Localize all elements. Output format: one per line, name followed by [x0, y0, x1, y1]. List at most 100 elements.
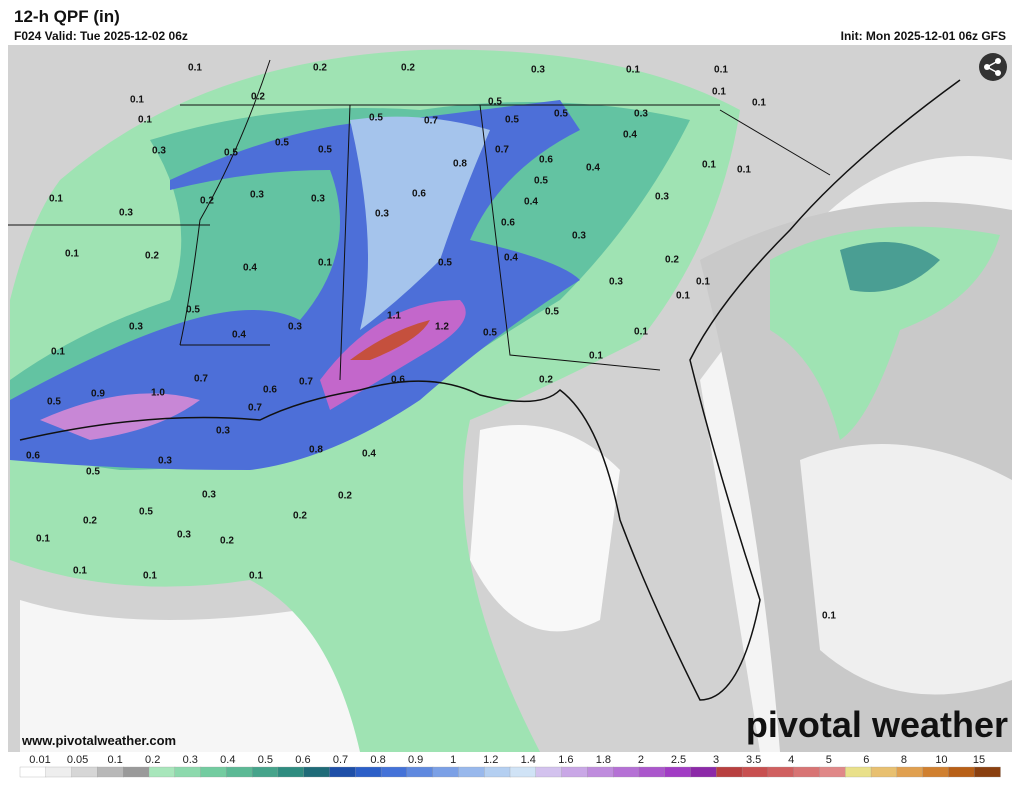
valid-time: F024 Valid: Tue 2025-12-02 06z	[14, 29, 188, 43]
colorbar-cell	[458, 766, 485, 778]
map-label: 0.1	[143, 571, 157, 582]
map-label: 0.1	[737, 165, 751, 176]
colorbar-cell	[587, 766, 614, 778]
colorbar-cell	[741, 766, 769, 778]
colorbar-label: 10	[935, 754, 947, 766]
map-label: 0.2	[539, 375, 553, 386]
map-label: 0.8	[309, 445, 323, 456]
colorbar-cell	[200, 766, 227, 778]
map-label: 0.6	[501, 218, 515, 229]
map-label: 1.0	[151, 388, 165, 399]
colorbar-label: 6	[863, 754, 869, 766]
map-label: 0.1	[49, 194, 63, 205]
colorbar-cell	[613, 766, 640, 778]
map-label: 0.1	[702, 160, 716, 171]
map-label: 0.7	[194, 374, 208, 385]
map-label: 0.1	[676, 291, 690, 302]
map-label: 0.1	[318, 258, 332, 269]
map-label: 0.3	[531, 65, 545, 76]
map-label: 0.1	[249, 571, 263, 582]
map-label: 0.2	[313, 63, 327, 74]
map-label: 0.3	[572, 231, 586, 242]
map-label: 0.7	[248, 403, 262, 414]
map-label: 0.7	[424, 116, 438, 127]
map-label: 0.2	[200, 196, 214, 207]
map-label: 0.2	[220, 536, 234, 547]
share-button[interactable]	[979, 53, 1007, 81]
map-label: 0.3	[177, 530, 191, 541]
colorbar-cell	[870, 766, 898, 778]
colorbar-cell	[71, 766, 99, 778]
colorbar-label: 0.2	[145, 754, 160, 766]
map-label: 0.5	[86, 467, 100, 478]
map-label: 0.2	[401, 63, 415, 74]
map-label: 0.1	[188, 63, 202, 74]
map-label: 0.4	[232, 330, 246, 341]
map-label: 0.5	[318, 145, 332, 156]
map-label: 0.4	[623, 130, 637, 141]
map-label: 0.5	[186, 305, 200, 316]
colorbar-cell	[561, 766, 589, 778]
logo: pivotal weather	[746, 704, 1008, 745]
map-label: 0.6	[391, 375, 405, 386]
map-label: 0.9	[91, 389, 105, 400]
map-label: 0.1	[65, 249, 79, 260]
map-label: 0.1	[138, 115, 152, 126]
map-label: 0.6	[412, 189, 426, 200]
colorbar-cell	[716, 766, 743, 778]
map-label: 0.7	[495, 145, 509, 156]
map-label: 0.5	[275, 138, 289, 149]
colorbar-cell	[948, 766, 975, 778]
colorbar-cell	[226, 766, 253, 778]
colorbar-label: 0.7	[333, 754, 348, 766]
map-label: 0.5	[488, 97, 502, 108]
colorbar-cell	[19, 766, 47, 778]
map-label: 0.7	[299, 377, 313, 388]
map-label: 0.3	[250, 190, 264, 201]
colorbar-cell	[97, 766, 124, 778]
colorbar-label: 0.6	[295, 754, 310, 766]
map-label: 0.1	[73, 566, 87, 577]
colorbar-label: 8	[901, 754, 907, 766]
map-label: 0.3	[311, 194, 325, 205]
colorbar-cell	[174, 766, 202, 778]
site-url[interactable]: www.pivotalweather.com	[21, 733, 176, 748]
colorbar-cell	[277, 766, 305, 778]
colorbar-cell	[251, 766, 279, 778]
colorbar-cell	[896, 766, 924, 778]
colorbar-label: 3	[713, 754, 719, 766]
colorbar-label: 2	[638, 754, 644, 766]
colorbar-cell	[767, 766, 795, 778]
map-label: 0.3	[216, 426, 230, 437]
colorbar-label: 5	[826, 754, 832, 766]
map-label: 0.5	[483, 328, 497, 339]
map-label: 0.2	[145, 251, 159, 262]
map-label: 0.5	[554, 109, 568, 120]
map-label: 0.5	[139, 507, 153, 518]
init-time: Init: Mon 2025-12-01 06z GFS	[841, 29, 1006, 43]
map-label: 0.5	[47, 397, 61, 408]
map-label: 0.2	[338, 491, 352, 502]
map-label: 0.4	[586, 163, 600, 174]
colorbar-cell	[793, 766, 821, 778]
colorbar-label: 0.9	[408, 754, 423, 766]
colorbar-label: 0.1	[107, 754, 122, 766]
colorbar-cell	[380, 766, 408, 778]
colorbar-cell	[406, 766, 434, 778]
map-label: 0.4	[243, 263, 257, 274]
map-label: 0.3	[202, 490, 216, 501]
colorbar-label: 4	[788, 754, 794, 766]
map-label: 0.3	[655, 192, 669, 203]
map-label: 0.3	[634, 109, 648, 120]
map-label: 0.6	[263, 385, 277, 396]
map-label: 0.4	[504, 253, 518, 264]
colorbar-cell	[123, 766, 150, 778]
colorbar-label: 0.3	[183, 754, 198, 766]
map-label: 0.1	[626, 65, 640, 76]
colorbar-cell	[922, 766, 950, 778]
colorbar-label: 1	[450, 754, 456, 766]
map-label: 0.1	[822, 611, 836, 622]
colorbar-label: 1.2	[483, 754, 498, 766]
